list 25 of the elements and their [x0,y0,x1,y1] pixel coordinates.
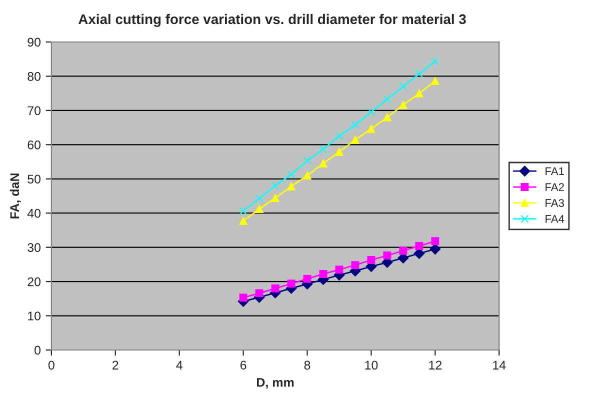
x-tick-label: 8 [304,360,310,370]
legend-label: FA2 [546,183,564,191]
x-tick-label: 6 [240,360,246,370]
chart-title: Axial cutting force variation vs. drill diameter for material 3 [78,14,466,27]
y-tick-label: 50 [28,174,41,184]
y-tick-label: 80 [28,72,41,81]
y-tick-label: 10 [28,312,41,320]
x-tick-label: 14 [493,360,506,370]
x-tick-label: 2 [112,360,118,370]
x-tick-label: 0 [48,360,54,370]
y-tick-label: 0 [34,346,41,355]
y-tick-label: 90 [28,38,41,47]
y-tick-label: 20 [28,277,41,286]
y-tick-label: 60 [28,140,41,150]
legend-label: FA1 [546,167,564,176]
y-tick-label: 40 [27,208,41,218]
y-tick-label: 70 [28,106,41,116]
x-tick-label: 4 [176,360,182,370]
y-axis-title: FA, daN [10,174,21,218]
legend-label: FA3 [546,199,564,207]
y-tick-label: 30 [28,243,41,252]
x-axis-title: D, mm [257,378,294,389]
x-tick-label: 10 [365,360,378,370]
legend-label: FA4 [546,215,564,223]
x-tick-label: 12 [429,360,442,370]
